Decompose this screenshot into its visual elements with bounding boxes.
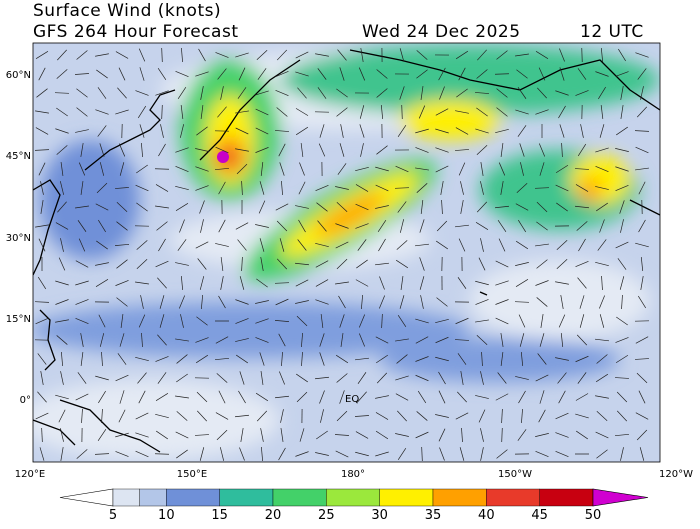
colorbar-segment: [140, 489, 167, 506]
lon-label: 150°E: [177, 469, 207, 480]
colorbar-tick-label: 40: [478, 508, 495, 523]
colorbar-segment: [486, 489, 539, 506]
colorbar-segment: [220, 489, 273, 506]
colorbar-tick-label: 30: [371, 508, 388, 523]
colorbar: 5 10 15 20 25 30 35 40 45 50: [60, 489, 648, 523]
colorbar-over: [593, 489, 648, 506]
equator-label: EQ: [345, 394, 359, 405]
lat-label: 0°: [20, 395, 31, 406]
lon-labels: 120°E 150°E 180° 150°W 120°W: [15, 469, 693, 480]
lon-label: 120°W: [659, 469, 693, 480]
colorbar-tick-label: 20: [265, 508, 282, 523]
subtitle: GFS 264 Hour Forecast: [33, 22, 239, 42]
lon-label: 180°: [341, 469, 365, 480]
lon-label: 150°W: [498, 469, 532, 480]
date: Wed 24 Dec 2025: [362, 22, 521, 42]
lat-labels: 60°N 45°N 30°N 15°N 0°: [6, 70, 31, 406]
time: 12 UTC: [580, 22, 644, 42]
lon-label: 120°E: [15, 469, 45, 480]
colorbar-tick-label: 50: [585, 508, 602, 523]
map: EQ: [20, 43, 660, 462]
colorbar-segment: [326, 489, 379, 506]
wind-max: [217, 151, 229, 163]
colorbar-tick-label: 25: [318, 508, 335, 523]
lat-label: 60°N: [6, 70, 31, 81]
colorbar-segment: [380, 489, 433, 506]
colorbar-segment: [273, 489, 326, 506]
colorbar-segment: [540, 489, 593, 506]
colorbar-segment: [433, 489, 486, 506]
colorbar-under: [60, 489, 113, 506]
colorbar-tick-label: 45: [531, 508, 548, 523]
colorbar-tick-label: 10: [158, 508, 175, 523]
colorbar-tick-label: 35: [425, 508, 442, 523]
colorbar-segment: [113, 489, 140, 506]
colorbar-tick-label: 5: [109, 508, 117, 523]
lat-label: 45°N: [6, 151, 31, 162]
colorbar-segment: [166, 489, 219, 506]
lat-label: 30°N: [6, 233, 31, 244]
colorbar-tick-label: 15: [211, 508, 228, 523]
lat-label: 15°N: [6, 314, 31, 325]
title: Surface Wind (knots): [33, 1, 221, 21]
